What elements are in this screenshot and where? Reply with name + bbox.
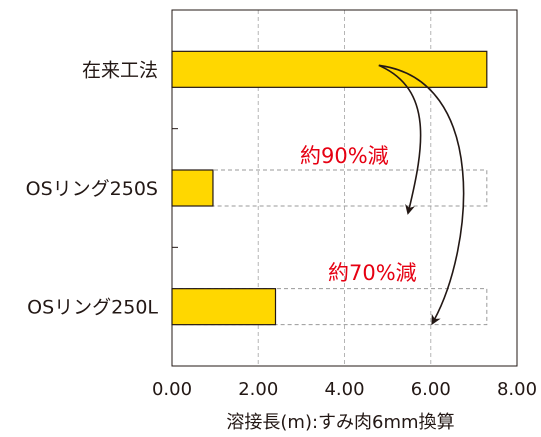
bars (171, 50, 488, 326)
category-label: 在来工法 (82, 59, 158, 81)
labels: 在来工法 OSリング250S OSリング250L 0.00 2.00 4.00 6.00 8.… (26, 59, 537, 433)
x-axis-title: 溶接長(m):すみ肉6mm換算 (226, 412, 454, 433)
reference-outlines (171, 169, 488, 326)
x-tick-label: 2.00 (238, 379, 278, 400)
annotation-250s: 約90%減 (300, 144, 389, 168)
x-tick-label: 6.00 (411, 379, 451, 400)
plot-frame (171, 9, 518, 367)
x-tick-label: 4.00 (324, 379, 364, 400)
reference-outline-2 (171, 288, 488, 326)
category-label: OSリング250S (26, 178, 158, 200)
reduction-arrow-250l (378, 64, 465, 326)
bar-1 (171, 169, 214, 207)
reference-outline-1 (171, 169, 488, 207)
reduction-arrow-250s (378, 64, 422, 215)
category-label: OSリング250L (27, 297, 158, 319)
bar-2 (171, 288, 277, 326)
axes (171, 9, 518, 367)
bar-0 (171, 50, 488, 88)
annotation-250l: 約70%減 (328, 261, 417, 285)
x-tick-label: 0.00 (152, 379, 192, 400)
x-tick-label: 8.00 (497, 379, 537, 400)
